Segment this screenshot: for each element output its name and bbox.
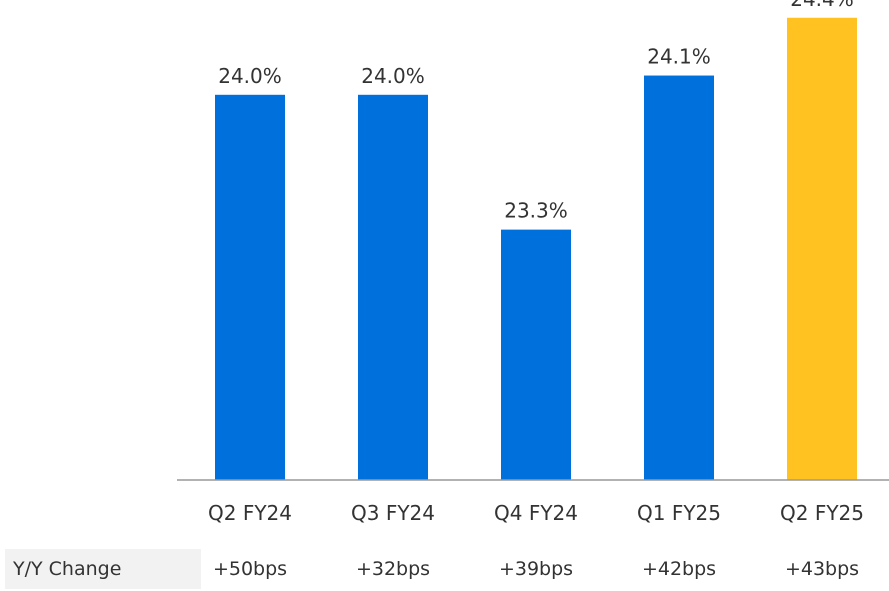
bar-q2-fy24 (215, 94, 285, 481)
bar-q4-fy24 (501, 229, 571, 480)
category-labels-group: Q2 FY24 Q3 FY24 Q4 FY24 Q1 FY25 Q2 FY25 (208, 501, 864, 525)
value-label: 23.3% (504, 199, 568, 223)
yy-change-row-header: Y/Y Change (5, 549, 201, 589)
yy-change-cell: +50bps (212, 558, 288, 580)
category-label: Q4 FY24 (494, 501, 578, 525)
category-label: Q1 FY25 (637, 501, 721, 525)
yy-change-cell: +43bps (784, 558, 860, 580)
category-label: Q3 FY24 (351, 501, 435, 525)
value-label: 24.1% (647, 45, 711, 69)
category-label: Q2 FY24 (208, 501, 292, 525)
bar-q3-fy24 (358, 94, 428, 481)
category-label: Q2 FY25 (780, 501, 864, 525)
yy-change-cell: +32bps (355, 558, 431, 580)
value-label: 24.0% (218, 64, 282, 88)
yy-change-cell: +42bps (641, 558, 717, 580)
yy-change-cell: +39bps (498, 558, 574, 580)
bars-group (215, 17, 857, 481)
bar-chart: 24.0% 24.0% 23.3% 24.1% 24.4% Q2 FY24 Q3 FY24… (177, 0, 889, 525)
value-label: 24.0% (361, 64, 425, 88)
value-labels-group: 24.0% 24.0% 23.3% 24.1% 24.4% (218, 0, 854, 223)
bar-q1-fy25 (644, 75, 714, 480)
value-label: 24.4% (790, 0, 854, 11)
bar-q2-fy25 (787, 17, 857, 480)
